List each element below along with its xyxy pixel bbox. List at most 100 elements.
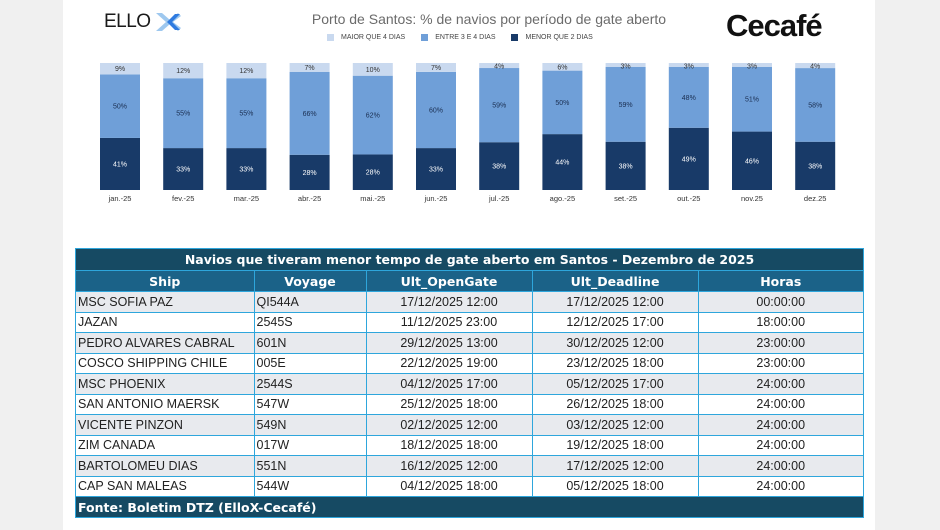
cell-voyage: 544W [253,475,366,497]
data-label: 7% [431,65,441,72]
bar-segment-maior-4 [542,63,583,71]
cell-horas: 23:00:00 [697,332,863,353]
legend-item-menor-2: MENOR QUE 2 DIAS [511,34,593,41]
bar-segment-entre-3-4 [668,66,709,128]
bar-segment-maior-4 [668,63,709,67]
legend-label-maior-4: MAIOR QUE 4 DIAS [341,34,406,41]
x-tick-label: mai.-25 [360,194,385,203]
table-row: JAZAN 2545S 11/12/2025 23:00 12/12/2025 17:… [76,311,863,333]
column-header-ult-opengate[interactable]: Ult_OpenGate [365,270,532,292]
legend-swatch-maior-4 [327,34,334,41]
cell-opengate: 04/12/2025 17:00 [365,373,532,394]
bar-segment-maior-4 [289,63,330,72]
cell-opengate: 16/12/2025 12:00 [365,455,532,476]
bar-segment-entre-3-4 [732,66,772,132]
column-header-voyage[interactable]: Voyage [253,270,366,292]
x-tick-label: mar.-25 [234,194,259,203]
bar-segment-entre-3-4 [100,74,140,138]
table-row: MSC SOFIA PAZ QI544A 17/12/2025 12:00 17/12… [76,291,863,312]
bar-segment-entre-3-4 [163,78,204,149]
cell-opengate: 22/12/2025 19:00 [365,352,532,374]
data-label: 28% [303,170,317,177]
cell-ship: MSC SOFIA PAZ [76,291,254,312]
table-row: BARTOLOMEU DIAS 551N 16/12/2025 12:00 17/12… [76,455,863,476]
x-tick-label: jan.-25 [108,194,132,203]
cell-opengate: 17/12/2025 12:00 [365,291,532,312]
bar-segment-maior-4 [100,63,140,75]
x-tick-label: abr.-25 [298,194,321,203]
table-row: PEDRO ALVARES CABRAL 601N 29/12/2025 13:00… [76,332,863,353]
ellox-logo: ELLO [104,9,183,35]
data-label: 46% [745,158,759,165]
data-label: 66% [303,111,317,118]
cell-ship: SAN ANTONIO MAERSK [76,393,254,415]
ships-table-container: Navios que tiveram menor tempo de gate a… [75,248,864,518]
x-tick-label: jul.-25 [488,194,509,203]
x-tick-label: dez.25 [804,194,827,203]
cecafe-logo: Cecafé [726,6,823,46]
legend-label-entre-3-4: ENTRE 3 E 4 DIAS [435,34,496,41]
bar-segment-menor-2 [795,141,836,190]
data-label: 10% [366,67,380,74]
data-label: 38% [492,164,506,171]
cell-voyage: 551N [253,455,366,476]
data-label: 41% [113,161,127,168]
data-label: 38% [619,163,633,170]
data-label: 51% [745,97,759,104]
x-tick-label: fev.-25 [172,194,194,203]
data-label: 55% [239,111,253,118]
data-label: 58% [808,102,822,109]
table-header-row: Ship Voyage Ult_OpenGate Ult_Deadline Horas [76,270,863,292]
column-header-horas[interactable]: Horas [697,270,863,292]
cell-horas: 24:00:00 [697,393,863,415]
cell-horas: 24:00:00 [697,373,863,394]
table-row: COSCO SHIPPING CHILE 005E 22/12/2025 19:00… [76,352,863,374]
data-label: 55% [176,111,190,118]
bar-segment-entre-3-4 [605,66,646,142]
cell-voyage: 005E [253,352,366,374]
x-tick-label: nov.25 [741,194,763,203]
cell-ship: COSCO SHIPPING CHILE [76,352,254,374]
data-label: 3% [747,64,757,71]
data-label: 33% [429,167,443,174]
cell-voyage: QI544A [253,291,366,312]
data-label: 48% [682,95,696,102]
chart-title: Porto de Santos: % de navios por período… [311,11,667,27]
cell-deadline: 30/12/2025 12:00 [531,332,698,353]
data-label: 49% [682,156,696,163]
table-row: CAP SAN MALEAS 544W 04/12/2025 18:00 05/12/… [76,475,863,497]
data-label: 33% [176,167,190,174]
bar-segment-entre-3-4 [416,71,456,149]
x-tick-label: set.-25 [614,194,637,203]
column-header-ship[interactable]: Ship [76,270,254,292]
column-header-ult-deadline[interactable]: Ult_Deadline [531,270,698,292]
data-label: 50% [555,100,569,107]
cell-opengate: 11/12/2025 23:00 [365,311,532,333]
cell-horas: 18:00:00 [697,311,863,333]
data-label: 12% [176,68,190,75]
bar-segment-menor-2 [479,142,520,190]
cell-horas: 23:00:00 [697,352,863,374]
data-label: 9% [115,66,125,73]
data-label: 7% [305,65,315,72]
x-tick-label: out.-25 [677,194,700,203]
data-label: 4% [810,64,820,71]
bar-segment-maior-4 [352,63,393,76]
table-row: MSC PHOENIX 2544S 04/12/2025 17:00 05/12/20… [76,373,863,394]
cell-ship: PEDRO ALVARES CABRAL [76,332,254,353]
table-footer-source: Fonte: Boletim DTZ (ElloX-Cecafé) [76,496,863,517]
data-label: 3% [684,64,694,71]
cell-opengate: 29/12/2025 13:00 [365,332,532,353]
cell-horas: 24:00:00 [697,475,863,497]
ellox-logo-text: ELLO [104,11,151,32]
cell-deadline: 26/12/2025 18:00 [531,393,698,415]
cecafe-logo-text: Cecafé [726,8,823,43]
cell-horas: 24:00:00 [697,455,863,476]
bar-segment-maior-4 [163,63,204,79]
table-row: ZIM CANADA 017W 18/12/2025 18:00 19/12/2025… [76,434,863,456]
bar-segment-entre-3-4 [479,68,520,143]
cell-voyage: 017W [253,434,366,456]
bar-segment-entre-3-4 [289,71,330,155]
bar-segment-menor-2 [605,141,646,190]
data-label: 50% [113,104,127,111]
